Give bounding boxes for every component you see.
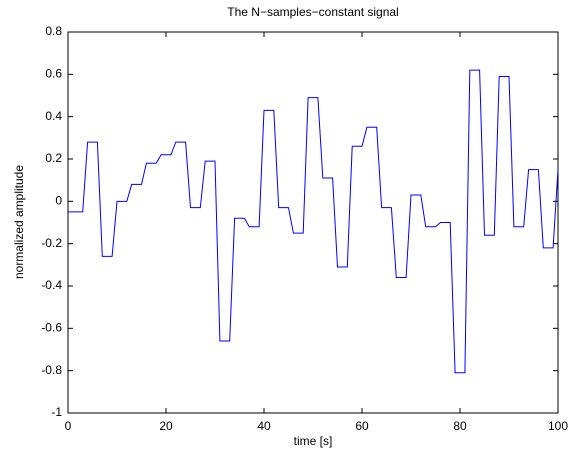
y-axis-label: normalized amplitude [12,165,26,279]
y-tick-label: 0.8 [45,24,62,38]
x-tick-label: 80 [453,419,467,433]
y-tick-label: -0.4 [41,278,62,292]
x-axis-label: time [s] [294,434,333,448]
x-tick-label: 20 [159,419,173,433]
x-tick-label: 0 [65,419,72,433]
y-tick-label: -0.6 [41,321,62,335]
x-tick-label: 100 [548,419,568,433]
y-tick-label: 0.4 [45,109,62,123]
y-tick-label: -1 [51,405,62,419]
y-tick-label: 0.2 [45,151,62,165]
y-tick-label: 0 [55,194,62,208]
line-series [68,69,559,374]
y-tick-label: 0.6 [45,67,62,81]
y-tick-label: -0.8 [41,363,62,377]
chart-title: The N−samples−constant signal [227,5,398,19]
x-tick-label: 60 [355,419,369,433]
plot-frame [67,31,559,414]
x-tick-label: 40 [257,419,271,433]
y-tick-label: -0.2 [41,236,62,250]
